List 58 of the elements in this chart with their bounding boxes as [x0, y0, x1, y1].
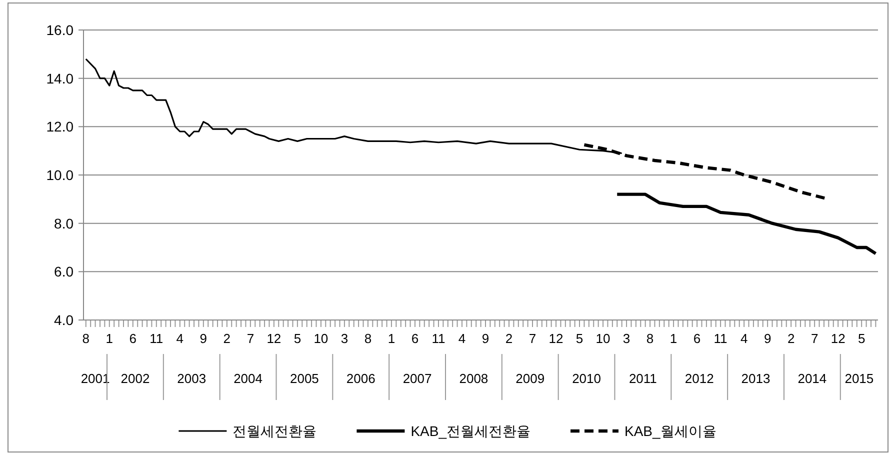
x-tick-label: 3: [622, 331, 630, 346]
x2-tick-label: 2004: [234, 371, 262, 386]
x-tick-label: 2: [787, 331, 795, 346]
legend-label: 전월세전환율: [232, 423, 317, 439]
x2-tick-label: 2010: [572, 371, 601, 386]
x-tick-label: 7: [528, 331, 536, 346]
x-tick-label: 4: [176, 331, 184, 346]
x-tick-label: 7: [810, 331, 818, 346]
x2-tick-label: 2012: [684, 371, 714, 386]
x2-tick-label: 2011: [628, 371, 657, 386]
x-tick-label: 10: [314, 331, 328, 346]
x-tick-label: 4: [458, 331, 466, 346]
x2-tick-label: 2013: [741, 371, 770, 386]
x2-tick-label: 2002: [120, 371, 150, 386]
y-tick-label: 14.0: [46, 70, 74, 86]
x-tick-label: 9: [764, 331, 772, 346]
x-tick-label: 2: [223, 331, 231, 346]
x-tick-label: 5: [576, 331, 584, 346]
x-tick-label: 6: [129, 331, 137, 346]
x-tick-label: 2: [505, 331, 513, 346]
x-tick-label: 5: [294, 331, 302, 346]
x-tick-label: 12: [548, 331, 564, 346]
x-tick-label: 7: [246, 331, 254, 346]
y-tick-label: 8.0: [54, 215, 74, 232]
x2-tick-label: 2008: [459, 371, 488, 386]
x-tick-label: 6: [693, 331, 701, 346]
x-tick-label: 9: [200, 331, 208, 346]
x-tick-label: 5: [858, 331, 866, 346]
x2-tick-label: 2014: [798, 371, 827, 386]
x-tick-label: 3: [340, 331, 348, 346]
y-tick-label: 16.0: [46, 22, 74, 38]
x2-tick-label: 2009: [516, 371, 545, 386]
x-tick-label: 11: [714, 331, 728, 346]
x-tick-label: 12: [266, 331, 282, 346]
x-tick-label: 1: [670, 331, 678, 346]
x-tick-label: 10: [596, 331, 610, 346]
y-tick-label: 4.0: [54, 312, 74, 328]
x-tick-label: 8: [646, 331, 654, 346]
x2-tick-label: 2003: [177, 371, 206, 386]
y-tick-label: 6.0: [54, 264, 74, 280]
x2-tick-label: 2007: [402, 371, 432, 386]
x-tick-label: 12: [830, 331, 846, 346]
x-tick-label: 9: [482, 331, 490, 346]
x2-tick-label: 2005: [290, 371, 319, 386]
y-tick-label: 10.0: [46, 167, 74, 183]
x-tick-label: 6: [411, 331, 419, 346]
x2-tick-label: 2006: [346, 371, 376, 386]
legend-label: KAB_전월세전환율: [410, 423, 530, 439]
x-tick-label: 1: [106, 331, 114, 346]
x-tick-label: 11: [150, 331, 164, 346]
x2-tick-label: 2015: [844, 371, 874, 386]
x-tick-label: 8: [82, 331, 90, 346]
y-tick-label: 12.0: [46, 118, 74, 135]
x-tick-label: 11: [432, 331, 446, 346]
legend-label: KAB_월세이율: [624, 423, 716, 439]
x-tick-label: 4: [740, 331, 748, 346]
x-tick-label: 8: [364, 331, 372, 346]
x-tick-label: 1: [388, 331, 396, 346]
